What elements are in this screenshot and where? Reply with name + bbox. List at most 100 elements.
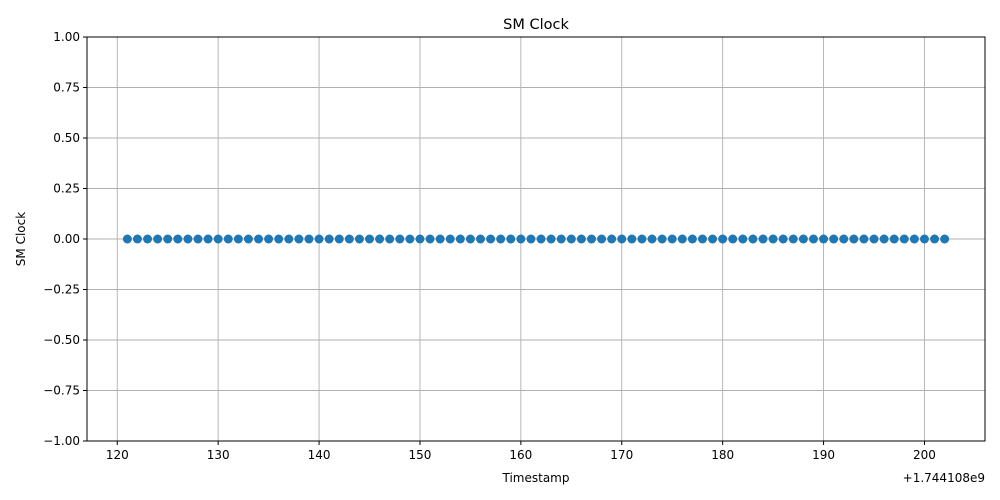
data-point <box>385 235 394 244</box>
data-point <box>537 235 546 244</box>
data-point <box>304 235 313 244</box>
data-point <box>728 235 737 244</box>
data-point <box>678 235 687 244</box>
data-point <box>779 235 788 244</box>
data-point <box>859 235 868 244</box>
y-axis-label: SM Clock <box>14 212 28 266</box>
data-point <box>718 235 727 244</box>
data-point <box>910 235 919 244</box>
data-point <box>748 235 757 244</box>
data-point <box>658 235 667 244</box>
data-point <box>234 235 243 244</box>
data-point <box>274 235 283 244</box>
x-tick-label: 140 <box>308 448 331 462</box>
data-point <box>940 235 949 244</box>
y-tick-label: −0.75 <box>43 384 80 398</box>
data-point <box>355 235 364 244</box>
data-point <box>254 235 263 244</box>
data-point <box>668 235 677 244</box>
x-tick-label: 180 <box>711 448 734 462</box>
data-point <box>738 235 747 244</box>
data-point <box>476 235 485 244</box>
y-axis: −1.00 −0.75 −0.50 −0.25 0.00 0.25 0.50 0.75 1.00 <box>43 30 87 448</box>
data-point <box>526 235 535 244</box>
data-point <box>516 235 525 244</box>
data-point <box>496 235 505 244</box>
data-point <box>153 235 162 244</box>
data-point <box>547 235 556 244</box>
data-point <box>617 235 626 244</box>
x-tick-label: 190 <box>812 448 835 462</box>
data-point <box>204 235 213 244</box>
data-point <box>123 235 132 244</box>
data-point <box>688 235 697 244</box>
data-point <box>345 235 354 244</box>
data-point <box>335 235 344 244</box>
data-point <box>415 235 424 244</box>
data-point <box>567 235 576 244</box>
y-tick-label: 1.00 <box>53 30 80 44</box>
y-tick-label: 0.25 <box>53 182 80 196</box>
data-point <box>395 235 404 244</box>
x-offset-label: +1.744108e9 <box>903 471 985 485</box>
data-point <box>759 235 768 244</box>
data-point <box>264 235 273 244</box>
x-tick-label: 170 <box>610 448 633 462</box>
data-point <box>284 235 293 244</box>
x-tick-label: 120 <box>106 448 129 462</box>
data-point <box>173 235 182 244</box>
data-point <box>920 235 929 244</box>
data-point <box>506 235 515 244</box>
data-point <box>214 235 223 244</box>
data-point <box>829 235 838 244</box>
data-point <box>637 235 646 244</box>
data-point <box>900 235 909 244</box>
data-point <box>244 235 253 244</box>
data-point <box>375 235 384 244</box>
y-tick-label: 0.00 <box>53 232 80 246</box>
data-point <box>799 235 808 244</box>
y-tick-label: −0.50 <box>43 333 80 347</box>
y-tick-label: 0.50 <box>53 131 80 145</box>
x-axis-label: Timestamp <box>502 471 570 485</box>
x-axis: 120 130 140 150 160 170 180 190 200 <box>106 441 936 462</box>
x-tick-label: 160 <box>509 448 532 462</box>
data-point <box>819 235 828 244</box>
data-point <box>708 235 717 244</box>
data-point <box>163 235 172 244</box>
data-point <box>930 235 939 244</box>
data-point <box>456 235 465 244</box>
chart-title: SM Clock <box>503 17 569 33</box>
data-point <box>133 235 142 244</box>
data-point <box>577 235 586 244</box>
data-point <box>405 235 414 244</box>
x-tick-label: 200 <box>913 448 936 462</box>
data-point <box>839 235 848 244</box>
y-tick-label: 0.75 <box>53 81 80 95</box>
data-point <box>466 235 475 244</box>
data-point <box>224 235 233 244</box>
data-point <box>648 235 657 244</box>
x-tick-label: 130 <box>207 448 230 462</box>
data-point <box>193 235 202 244</box>
data-point <box>698 235 707 244</box>
data-point <box>446 235 455 244</box>
data-point <box>890 235 899 244</box>
data-point <box>607 235 616 244</box>
data-point <box>597 235 606 244</box>
data-point <box>849 235 858 244</box>
data-point <box>587 235 596 244</box>
data-point <box>627 235 636 244</box>
data-point <box>789 235 798 244</box>
data-point <box>143 235 152 244</box>
data-point <box>294 235 303 244</box>
data-point <box>486 235 495 244</box>
data-point <box>365 235 374 244</box>
x-tick-label: 150 <box>409 448 432 462</box>
data-point <box>769 235 778 244</box>
data-point <box>325 235 334 244</box>
data-point <box>880 235 889 244</box>
data-point <box>557 235 566 244</box>
y-tick-label: −1.00 <box>43 434 80 448</box>
